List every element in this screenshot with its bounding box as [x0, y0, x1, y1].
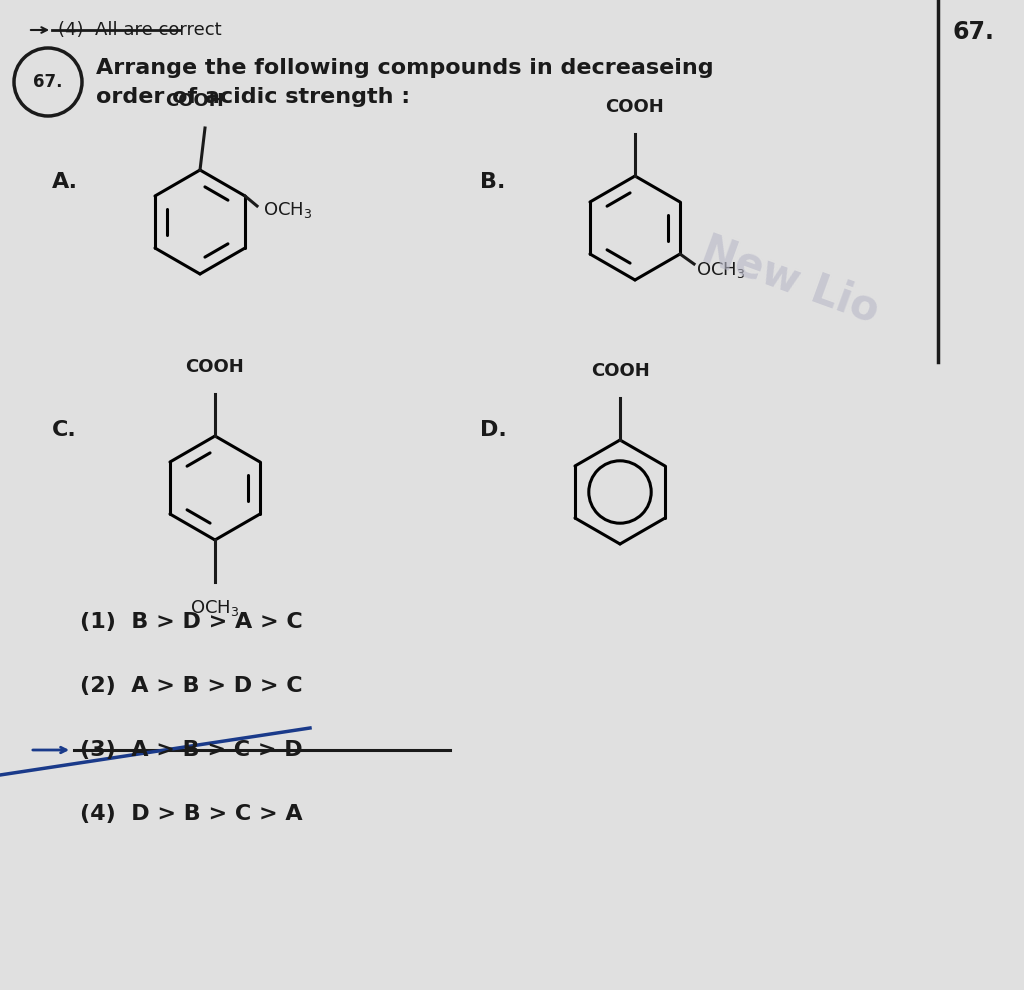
Text: 67.: 67.: [33, 73, 62, 91]
Text: (4)  D > B > C > A: (4) D > B > C > A: [80, 804, 303, 824]
Text: COOH: COOH: [166, 92, 224, 110]
Text: COOH: COOH: [591, 362, 649, 380]
Text: (2)  A > B > D > C: (2) A > B > D > C: [80, 676, 303, 696]
Text: OCH$_3$: OCH$_3$: [696, 260, 745, 280]
Text: order of acidic strength :: order of acidic strength :: [96, 87, 411, 107]
Text: COOH: COOH: [605, 98, 665, 116]
Text: New Lio: New Lio: [695, 229, 885, 332]
Text: COOH: COOH: [185, 358, 245, 376]
Text: (3)  A > B > C > D: (3) A > B > C > D: [80, 740, 303, 760]
Text: B.: B.: [480, 172, 506, 192]
Text: D.: D.: [480, 420, 507, 440]
Text: Arrange the following compounds in decreaseing: Arrange the following compounds in decre…: [96, 58, 714, 78]
Text: (1)  B > D > A > C: (1) B > D > A > C: [80, 612, 303, 632]
Text: OCH$_3$: OCH$_3$: [190, 598, 240, 618]
Text: C.: C.: [52, 420, 77, 440]
Text: 67.: 67.: [952, 20, 994, 44]
Text: (4)  All are correct: (4) All are correct: [58, 21, 221, 39]
Text: OCH$_3$: OCH$_3$: [263, 200, 312, 220]
Text: A.: A.: [52, 172, 78, 192]
